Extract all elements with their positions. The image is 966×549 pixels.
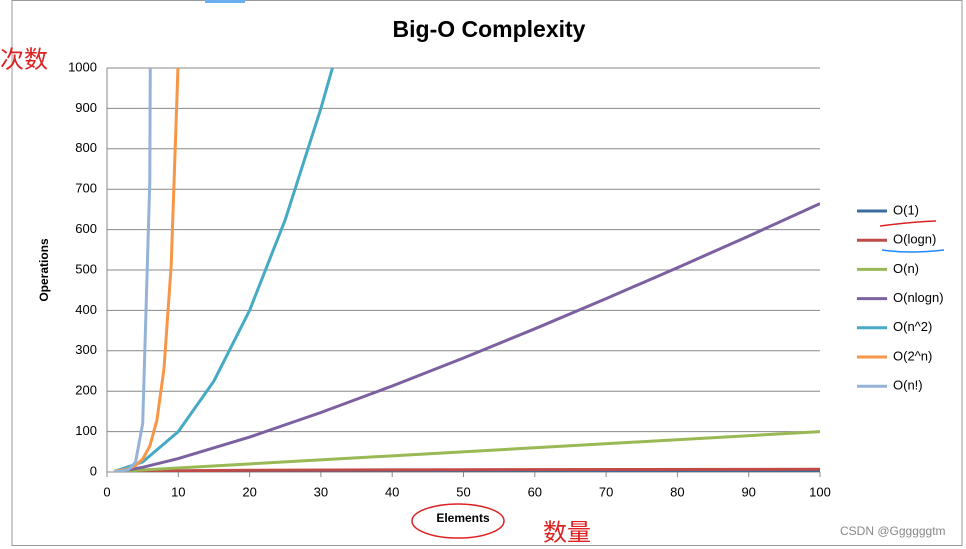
y-tick-label: 400	[75, 302, 97, 317]
x-tick-label: 50	[456, 484, 470, 499]
scribble	[879, 220, 937, 227]
annotation: 数量	[543, 520, 591, 547]
y-tick-label: 300	[75, 342, 97, 357]
chart-title: Big-O Complexity	[393, 16, 586, 42]
x-tick-label: 90	[741, 484, 755, 499]
x-tick-label: 0	[103, 484, 110, 499]
x-tick-label: 60	[528, 484, 542, 499]
annotation: 次数	[0, 47, 48, 74]
legend-label: O(nlogn)	[893, 290, 944, 305]
x-tick-label: 10	[171, 484, 185, 499]
x-tick-label: 80	[670, 484, 684, 499]
y-tick-label: 800	[75, 140, 97, 155]
y-tick-label: 500	[75, 261, 97, 276]
y-tick-label: 1000	[68, 59, 97, 74]
series-line	[114, 430, 820, 472]
y-axis-label: Operations	[37, 238, 51, 302]
chart-border	[11, 0, 963, 546]
x-axis-label: Elements	[436, 511, 490, 525]
series-line	[114, 68, 152, 472]
y-tick-label: 700	[75, 181, 97, 196]
y-tick-label: 0	[90, 463, 97, 478]
scribble	[881, 249, 945, 253]
y-tick-label: 100	[75, 423, 97, 438]
x-tick-label: 70	[599, 484, 613, 499]
y-tick-label: 200	[75, 383, 97, 398]
legend-label: O(n^2)	[893, 319, 932, 334]
x-tick-label: 40	[385, 484, 399, 499]
x-tick-label: 20	[242, 484, 256, 499]
decoration	[205, 0, 245, 3]
y-tick-label: 900	[75, 100, 97, 115]
legend-label: O(1)	[893, 202, 919, 217]
series-line	[113, 202, 820, 472]
x-tick-label: 100	[809, 484, 831, 499]
series-line	[113, 68, 334, 472]
y-tick-label: 600	[75, 221, 97, 236]
legend-label: O(n!)	[893, 378, 923, 393]
legend-label: O(2^n)	[893, 348, 932, 363]
legend-label: O(n)	[893, 261, 919, 276]
scribble	[411, 503, 505, 539]
legend-label: O(logn)	[893, 232, 936, 247]
watermark: CSDN @Ggggggtm	[840, 524, 946, 538]
x-tick-label: 30	[314, 484, 328, 499]
